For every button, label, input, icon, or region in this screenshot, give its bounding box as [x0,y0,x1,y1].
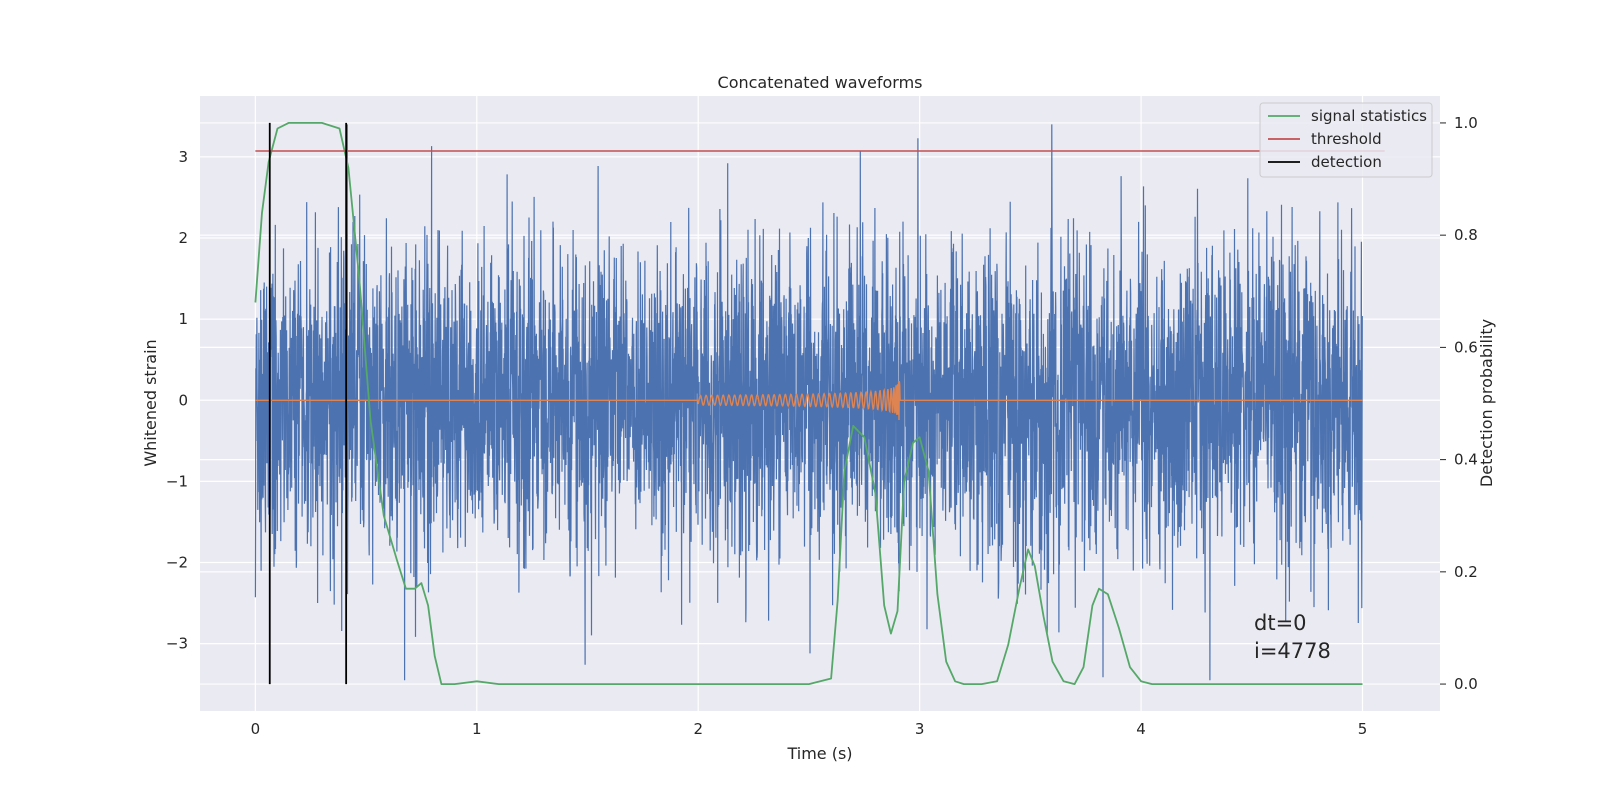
template-line [255,381,1363,421]
ticks: 0 1 2 3 4 5 −3 −2 −1 0 1 2 3 0.0 0.2 0.4 0.6 0.8 1.0 [166,114,1478,738]
annotation-dt: dt=0 [1254,611,1307,635]
y-tick-label: −2 [166,554,188,572]
y-tick-label: 2 [178,229,188,247]
y2-tick-label: 1.0 [1454,114,1478,132]
template-series [255,381,1363,421]
legend-box [1259,102,1433,178]
y2-tick-label: 0.0 [1454,675,1478,693]
y-tick-label: 3 [178,148,188,166]
y2-axis-label: Detection probability [1477,319,1496,487]
x-tick-label: 1 [472,720,482,738]
x-tick-label: 4 [1136,720,1146,738]
y2-tick-label: 0.8 [1454,226,1478,244]
x-tick-label: 0 [251,720,261,738]
legend-label-detection: detection [1311,153,1382,171]
y-tick-label: 0 [178,391,188,409]
y2-tick-label: 0.4 [1454,451,1478,469]
legend: signal statistics threshold detection [1259,102,1433,178]
signal-statistics-line [254,122,1363,685]
y2-tick-label: 0.2 [1454,563,1478,581]
x-tick-label: 2 [693,720,703,738]
detection-series [268,122,348,685]
y-tick-label: −1 [166,472,188,490]
y-tick-label: 1 [178,310,188,328]
signal-statistics-series [254,122,1363,685]
x-axis-label: Time (s) [786,744,852,763]
chart-title: Concatenated waveforms [718,73,923,92]
strain-line [254,124,1364,681]
legend-label-signal-statistics: signal statistics [1311,107,1427,125]
y-axis-label: Whitened strain [141,339,160,466]
x-tick-label: 5 [1358,720,1368,738]
y2-tick-label: 0.6 [1454,338,1478,356]
legend-label-threshold: threshold [1311,130,1382,148]
annotation-index: i=4778 [1254,639,1331,663]
y-tick-label: −3 [166,635,188,653]
x-tick-label: 3 [915,720,925,738]
strain-series [254,124,1364,681]
